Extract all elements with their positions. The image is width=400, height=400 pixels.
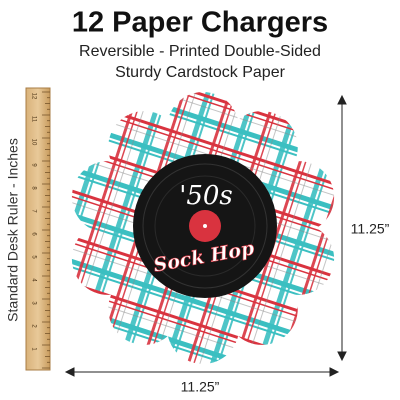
charger-scallop xyxy=(108,111,181,184)
ruler-label: Standard Desk Ruler - Inches xyxy=(5,138,21,322)
charger-scallop xyxy=(262,161,335,234)
subtitle: Sturdy Cardstock Paper xyxy=(115,64,286,81)
record-hole xyxy=(203,224,207,228)
title: 12 Paper Chargers xyxy=(72,7,328,39)
ruler-number: 6 xyxy=(30,232,36,236)
ruler-number: 2 xyxy=(30,324,36,328)
ruler-number: 3 xyxy=(30,301,36,305)
ruler-number: 1 xyxy=(30,347,36,351)
ruler-number: 9 xyxy=(30,163,36,167)
ruler xyxy=(25,87,51,371)
ruler-number: 12 xyxy=(30,93,36,100)
charger-scallop xyxy=(225,272,298,345)
ruler-number: 8 xyxy=(30,186,36,190)
charger-scallop xyxy=(225,111,298,184)
charger-scallop xyxy=(71,161,144,234)
width-arrow xyxy=(64,367,340,377)
charger xyxy=(71,92,335,364)
charger-scallop xyxy=(108,272,181,345)
charger-scallop xyxy=(167,92,239,164)
subtitle: Reversible - Printed Double-Sided xyxy=(79,43,321,60)
charger-scallop xyxy=(167,292,239,364)
record-top-text: '50s xyxy=(179,181,233,211)
record-groove xyxy=(154,175,256,277)
charger-scallop xyxy=(262,222,335,295)
ruler-number: 7 xyxy=(30,209,36,213)
height-arrow xyxy=(337,94,347,362)
height-label: 11.25” xyxy=(351,221,390,237)
charger-scallop xyxy=(71,222,144,295)
record-groove xyxy=(142,163,268,289)
ruler-number: 10 xyxy=(30,139,36,146)
ruler-number: 4 xyxy=(30,278,36,282)
ruler-number: 11 xyxy=(30,116,36,123)
ruler-number: 5 xyxy=(30,255,36,259)
width-label: 11.25” xyxy=(181,379,220,395)
